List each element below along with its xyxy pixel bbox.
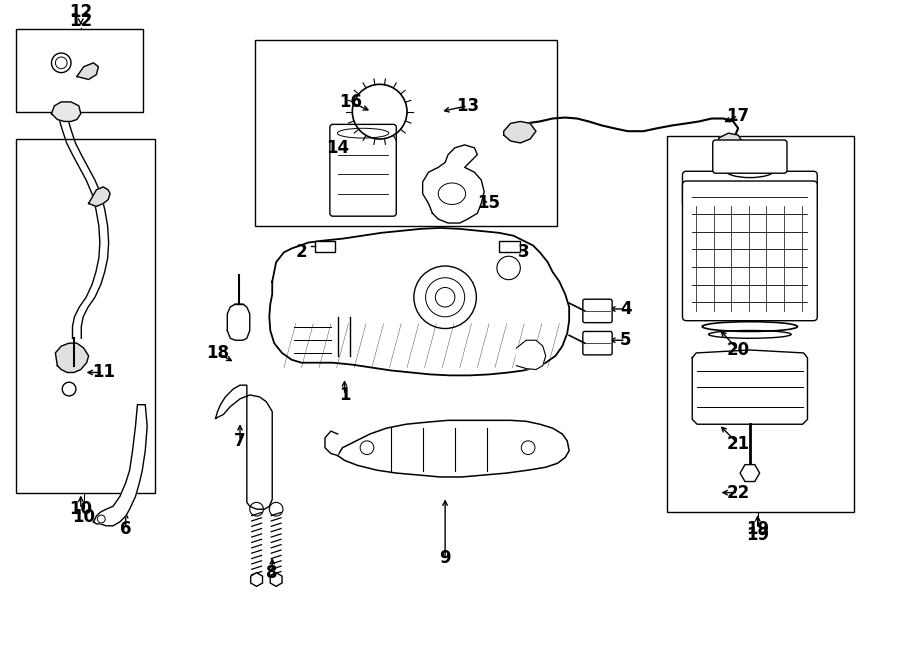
Text: 17: 17 bbox=[726, 107, 750, 124]
Bar bbox=[16, 28, 143, 112]
Text: 5: 5 bbox=[620, 331, 632, 350]
FancyBboxPatch shape bbox=[682, 171, 817, 207]
FancyBboxPatch shape bbox=[713, 140, 787, 173]
Polygon shape bbox=[216, 385, 272, 509]
FancyBboxPatch shape bbox=[583, 299, 612, 322]
Text: 6: 6 bbox=[120, 520, 131, 538]
Text: 11: 11 bbox=[92, 363, 115, 381]
Text: 10: 10 bbox=[69, 500, 93, 518]
Text: 4: 4 bbox=[620, 300, 632, 318]
Text: 20: 20 bbox=[726, 341, 750, 359]
Text: 7: 7 bbox=[234, 432, 246, 450]
Circle shape bbox=[97, 515, 105, 523]
Bar bbox=[667, 136, 854, 512]
Text: 8: 8 bbox=[266, 564, 278, 582]
Text: 18: 18 bbox=[206, 344, 229, 362]
FancyBboxPatch shape bbox=[583, 332, 612, 355]
Bar bbox=[315, 240, 335, 252]
Polygon shape bbox=[692, 350, 807, 424]
Polygon shape bbox=[228, 304, 250, 340]
Text: 10: 10 bbox=[72, 508, 95, 526]
Text: 16: 16 bbox=[339, 93, 362, 111]
Text: 19: 19 bbox=[746, 520, 769, 538]
Polygon shape bbox=[76, 63, 98, 79]
Polygon shape bbox=[325, 431, 338, 455]
Polygon shape bbox=[269, 228, 569, 375]
Text: 12: 12 bbox=[69, 3, 93, 21]
Text: 1: 1 bbox=[338, 386, 350, 404]
Bar bbox=[499, 240, 520, 252]
Text: 12: 12 bbox=[69, 12, 93, 30]
Text: 15: 15 bbox=[478, 195, 500, 213]
Text: 9: 9 bbox=[439, 549, 451, 567]
Text: 13: 13 bbox=[456, 97, 479, 115]
Text: 21: 21 bbox=[726, 435, 750, 453]
Polygon shape bbox=[423, 145, 484, 223]
Text: 3: 3 bbox=[518, 244, 529, 261]
Bar bbox=[16, 139, 155, 493]
FancyBboxPatch shape bbox=[682, 181, 817, 320]
Polygon shape bbox=[338, 420, 569, 477]
Polygon shape bbox=[718, 133, 743, 155]
Polygon shape bbox=[56, 343, 88, 373]
Text: 14: 14 bbox=[326, 139, 349, 157]
Polygon shape bbox=[504, 121, 536, 143]
Polygon shape bbox=[88, 187, 110, 207]
FancyBboxPatch shape bbox=[330, 124, 396, 216]
Text: 22: 22 bbox=[726, 484, 750, 502]
Bar bbox=[255, 40, 557, 226]
Polygon shape bbox=[517, 340, 545, 369]
Text: 2: 2 bbox=[296, 244, 307, 261]
Polygon shape bbox=[51, 102, 81, 121]
Polygon shape bbox=[94, 404, 148, 526]
Text: 19: 19 bbox=[746, 526, 769, 544]
